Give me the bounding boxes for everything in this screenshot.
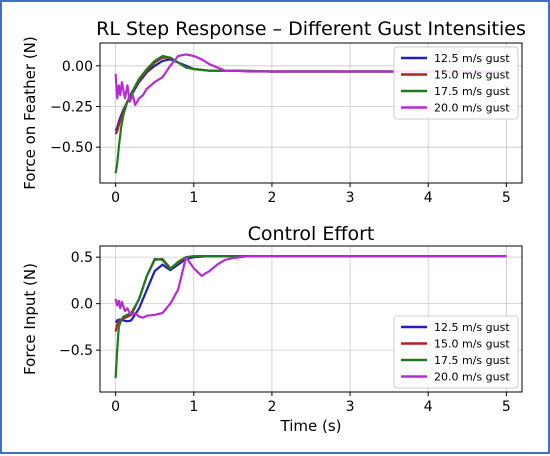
x-tick-label: 3	[346, 399, 355, 415]
series-line-4	[114, 255, 507, 319]
x-tick-label: 0	[111, 190, 120, 206]
y-axis-label: Force Input (N)	[21, 263, 39, 375]
chart-title: Control Effort	[248, 223, 375, 245]
x-tick-label: 4	[424, 190, 433, 206]
y-tick-label: −0.5	[59, 343, 93, 359]
axes-frame	[99, 245, 523, 393]
legend-label-2: 15.0 m/s gust	[434, 69, 510, 82]
x-tick-label: 2	[267, 399, 276, 415]
legend-label-3: 17.5 m/s gust	[434, 354, 510, 367]
x-tick-label: 5	[502, 190, 511, 206]
chart-panel-2: 0 1 2 3 4 5 0.5 0.0 −0.5 Control Effort Force Inpu…	[21, 223, 523, 435]
legend-box	[393, 46, 519, 120]
x-tick-label: 3	[346, 190, 355, 206]
x-tick-label: 2	[267, 190, 276, 206]
chart-title: RL Step Response – Different Gust Intens…	[96, 18, 526, 40]
legend-label-4: 20.0 m/s gust	[434, 371, 510, 384]
y-axis-label: Force on Feather (N)	[21, 36, 39, 190]
legend-label-1: 12.5 m/s gust	[434, 321, 510, 334]
y-tick-label: 0.00	[62, 59, 93, 75]
chart-panel-1: 0 1 2 3 4 5 0.00 −0.25 −0.50 RL Step Response – D…	[21, 18, 526, 206]
x-axis-label: Time (s)	[280, 417, 342, 435]
y-tick-label: −0.50	[50, 140, 93, 156]
legend: 12.5 m/s gust 15.0 m/s gust 17.5 m/s gust 2…	[393, 46, 519, 120]
x-tick-label: 4	[424, 399, 433, 415]
legend-label-2: 15.0 m/s gust	[434, 338, 510, 351]
legend-label-4: 20.0 m/s gust	[434, 102, 510, 115]
legend-box	[393, 315, 519, 389]
legend-label-1: 12.5 m/s gust	[434, 52, 510, 65]
y-tick-label: 0.0	[71, 297, 93, 313]
y-tick-label: −0.25	[50, 99, 93, 115]
y-tick-label: 0.5	[71, 250, 93, 266]
x-tick-label: 0	[111, 399, 120, 415]
x-tick-label: 1	[189, 190, 198, 206]
legend: 12.5 m/s gust 15.0 m/s gust 17.5 m/s gust 2…	[393, 315, 519, 389]
x-tick-label: 5	[502, 399, 511, 415]
series-line-4	[114, 53, 507, 107]
legend-label-3: 17.5 m/s gust	[434, 85, 510, 98]
x-tick-label: 1	[189, 399, 198, 415]
axes-frame	[99, 42, 523, 184]
